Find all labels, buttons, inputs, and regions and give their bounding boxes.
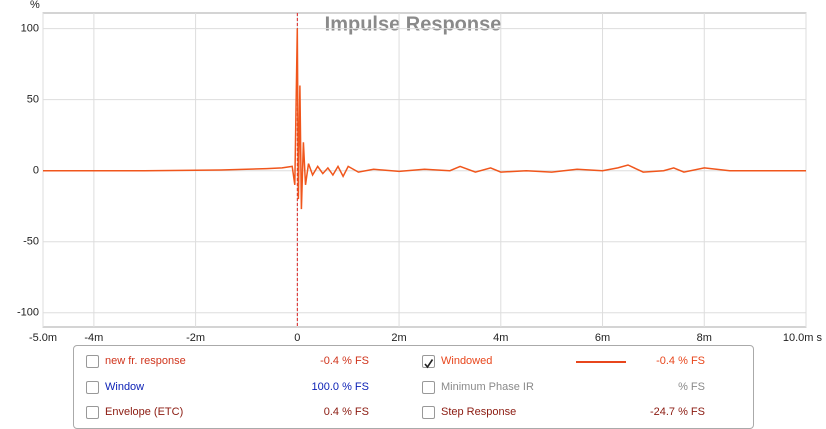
row-value: % FS [678, 380, 705, 393]
chart: % Impulse Response -100 -50 0 50 100 -5.0m -4m… [17, 0, 823, 344]
line-sample [576, 361, 626, 363]
row-label: Envelope (ETC) [105, 406, 184, 418]
y-tick-label: -100 [17, 307, 39, 319]
y-tick-label: 0 [33, 165, 39, 177]
y-tick-label: 50 [27, 94, 39, 106]
checkbox[interactable] [422, 406, 435, 419]
row-label: Windowed [441, 355, 493, 367]
x-tick-label: -4m [84, 332, 103, 344]
y-tick-label: 100 [21, 23, 39, 35]
x-tick-label: 2m [391, 332, 406, 344]
row-value: -0.4 % FS [656, 355, 705, 367]
row-value: 100.0 % FS [311, 380, 369, 393]
x-tick-label: 4m [493, 332, 508, 344]
response-line [43, 28, 806, 210]
x-tick-label: -2m [186, 332, 205, 344]
row-label: Step Response [441, 406, 517, 418]
x-tick-label: 8m [697, 332, 712, 344]
y-tick-label: -50 [23, 236, 39, 248]
row-value: -24.7 % FS [649, 406, 705, 418]
checkbox[interactable] [422, 380, 435, 394]
row-label: Window [105, 380, 145, 393]
legend-panel: new fr. response -0.4 % FS Windowed -0.4 % … [73, 345, 754, 429]
checkbox[interactable] [422, 355, 435, 369]
checkbox[interactable] [86, 355, 99, 368]
x-tick-label: -5.0m [29, 332, 57, 344]
x-tick-label: 10.0m s [783, 332, 823, 344]
y-unit: % [30, 0, 40, 11]
row-value: 0.4 % FS [323, 406, 369, 418]
x-tick-label: 0 [294, 332, 300, 344]
checkbox[interactable] [86, 380, 99, 394]
row-label: new fr. response [105, 355, 186, 367]
chart-title: Impulse Response [325, 13, 502, 35]
checkmark [424, 359, 434, 369]
row-value: -0.4 % FS [320, 355, 369, 367]
x-tick-label: 6m [595, 332, 610, 344]
row-label: Minimum Phase IR [441, 380, 534, 393]
checkbox[interactable] [86, 406, 99, 419]
